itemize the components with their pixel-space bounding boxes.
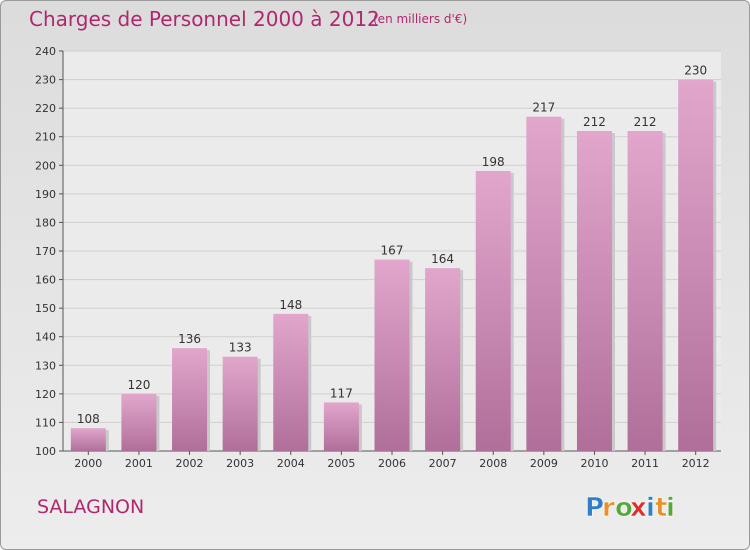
y-tick-label: 240 — [35, 45, 56, 58]
logo-letter: P — [585, 493, 604, 523]
data-label: 230 — [684, 64, 707, 78]
bar-2006 — [374, 259, 410, 451]
bar-2007 — [425, 268, 461, 451]
data-label: 164 — [431, 252, 454, 266]
x-tick-label: 2008 — [479, 457, 507, 470]
x-tick-label: 2002 — [176, 457, 204, 470]
data-label: 120 — [127, 378, 150, 392]
data-label: 148 — [279, 298, 302, 312]
logo-letter: x — [630, 493, 647, 523]
y-tick-label: 110 — [35, 416, 56, 429]
data-label: 108 — [77, 412, 100, 426]
bar-2009 — [526, 116, 562, 451]
x-tick-label: 2005 — [327, 457, 355, 470]
x-tick-label: 2010 — [580, 457, 608, 470]
y-tick-label: 190 — [35, 188, 56, 201]
bar-2012 — [678, 79, 714, 452]
y-tick-label: 140 — [35, 331, 56, 344]
y-tick-label: 180 — [35, 216, 56, 229]
data-label: 198 — [482, 155, 505, 169]
x-tick-label: 2000 — [74, 457, 102, 470]
proxiti-logo: Pr ox i ti — [585, 493, 676, 523]
data-label: 217 — [532, 101, 555, 115]
y-tick-label: 230 — [35, 74, 56, 87]
x-tick-label: 2007 — [429, 457, 457, 470]
bar-2005 — [323, 402, 359, 451]
x-tick-label: 2011 — [631, 457, 659, 470]
bar-2010 — [576, 131, 612, 451]
x-tick-label: 2003 — [226, 457, 254, 470]
data-label: 117 — [330, 386, 353, 400]
x-tick-label: 2012 — [682, 457, 710, 470]
data-label: 133 — [229, 341, 252, 355]
bar-2000 — [70, 428, 106, 451]
bar-2011 — [627, 131, 663, 451]
y-tick-label: 170 — [35, 245, 56, 258]
bar-2004 — [273, 313, 309, 451]
y-tick-label: 210 — [35, 131, 56, 144]
data-label: 167 — [381, 244, 404, 258]
bar-2001 — [121, 393, 157, 451]
logo-letter: t — [655, 493, 667, 523]
bar-2002 — [172, 348, 208, 451]
logo-letter: o — [615, 493, 633, 523]
bar-2003 — [222, 356, 258, 451]
data-label: 212 — [583, 115, 606, 129]
logo-letter: r — [602, 493, 615, 523]
x-tick-label: 2001 — [125, 457, 153, 470]
x-tick-label: 2006 — [378, 457, 406, 470]
chart-units: (en milliers d'€) — [373, 12, 468, 26]
data-label: 136 — [178, 332, 201, 346]
x-tick-label: 2009 — [530, 457, 558, 470]
y-tick-label: 160 — [35, 274, 56, 287]
y-tick-label: 130 — [35, 359, 56, 372]
data-label: 212 — [634, 115, 657, 129]
y-tick-label: 120 — [35, 388, 56, 401]
logo-letter: i — [646, 493, 655, 523]
y-tick-label: 100 — [35, 445, 56, 458]
chart-title: Charges de Personnel 2000 à 2012 — [29, 7, 380, 31]
commune-name: SALAGNON — [37, 496, 145, 518]
bar-2008 — [475, 171, 511, 451]
y-tick-label: 150 — [35, 302, 56, 315]
y-tick-label: 220 — [35, 102, 56, 115]
logo-letter: i — [666, 493, 675, 523]
y-tick-label: 200 — [35, 159, 56, 172]
x-tick-label: 2004 — [277, 457, 305, 470]
